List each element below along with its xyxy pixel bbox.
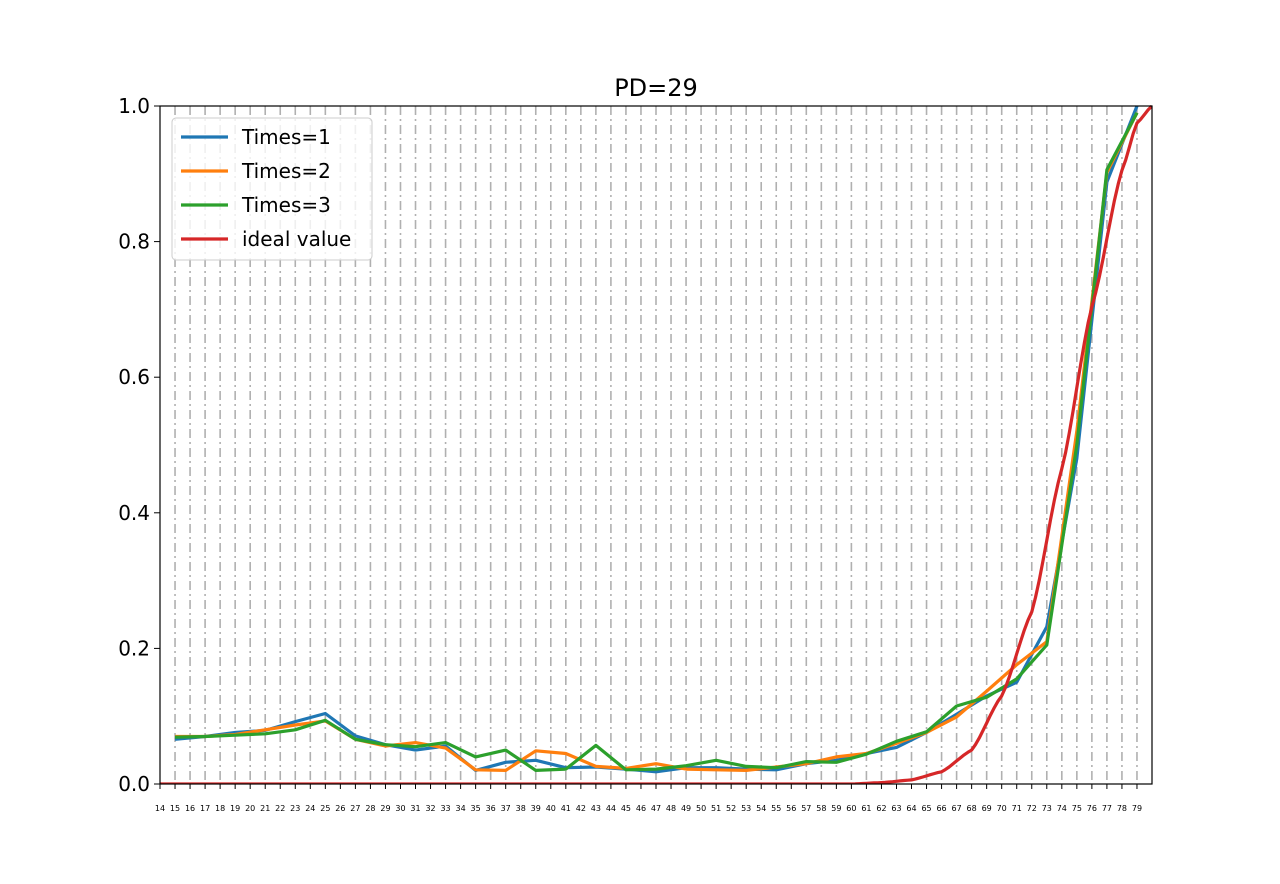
x-tick-label: 17 [200,804,210,813]
x-tick-label: 44 [606,804,616,813]
x-tick-label: 22 [275,804,285,813]
y-tick-label: 0.4 [118,501,150,525]
x-tick-label: 50 [696,804,706,813]
x-tick-label: 71 [1012,804,1022,813]
x-tick-label: 60 [846,804,856,813]
x-tick-label: 54 [756,804,766,813]
x-tick-label: 30 [395,804,405,813]
series-line-times-1 [174,105,1139,774]
x-tick-label: 69 [982,804,992,813]
x-tick-label: 33 [440,804,450,813]
x-tick-label: 41 [561,804,571,813]
x-tick-label: 59 [831,804,841,813]
x-tick-label: 55 [771,804,781,813]
x-tick-label: 49 [681,804,691,813]
x-tick-label: 79 [1132,804,1142,813]
x-tick-label: 38 [516,804,526,813]
x-tick-label: 47 [651,804,661,813]
legend-label: ideal value [242,227,351,251]
x-tick-label: 31 [410,804,420,813]
series-lines [160,105,1152,784]
x-tick-label: 23 [290,804,300,813]
x-tick-label: 40 [546,804,556,813]
y-axis: 0.0 0.2 0.4 0.6 0.8 1.0 [118,94,160,796]
x-tick-label: 51 [711,804,721,813]
y-tick-label: 0.6 [118,365,150,389]
x-tick-label: 32 [425,804,435,813]
x-tick-label: 75 [1072,804,1082,813]
x-tick-label: 64 [906,804,916,813]
x-tick-label: 27 [350,804,360,813]
series-line-ideal-value [160,105,1152,784]
x-tick-label: 20 [245,804,255,813]
y-tick-label: 0.8 [118,230,150,254]
x-tick-label: 78 [1117,804,1127,813]
legend: Times=1 Times=2 Times=3 ideal value [171,117,373,261]
x-tick-label: 66 [936,804,946,813]
x-tick-label: 72 [1027,804,1037,813]
x-tick-label: 37 [501,804,511,813]
chart-title: PD=29 [614,74,698,102]
x-tick-label: 63 [891,804,901,813]
x-tick-label: 25 [320,804,330,813]
x-tick-label: 39 [531,804,541,813]
x-tick-label: 29 [380,804,390,813]
x-tick-label: 15 [170,804,180,813]
x-tick-label: 74 [1057,804,1067,813]
y-tick-label: 0.0 [118,772,150,796]
x-tick-label: 52 [726,804,736,813]
x-tick-label: 42 [576,804,586,813]
x-tick-label: 45 [621,804,631,813]
x-tick-label: 14 [155,804,165,813]
x-tick-label: 18 [215,804,225,813]
x-axis: 14 15 16 17 18 19 20 21 22 23 24 25 26 27 28 29 30 31 32 33… [155,784,1142,813]
x-tick-label: 24 [305,804,315,813]
y-tick-label: 0.2 [118,636,150,660]
x-tick-label: 19 [230,804,240,813]
x-tick-label: 53 [741,804,751,813]
x-tick-label: 65 [921,804,931,813]
legend-box [171,117,373,261]
x-tick-label: 56 [786,804,796,813]
legend-label: Times=1 [241,125,331,149]
y-tick-label: 1.0 [118,94,150,118]
x-tick-label: 62 [876,804,886,813]
x-tick-label: 34 [456,804,466,813]
x-tick-label: 73 [1042,804,1052,813]
x-tick-label: 26 [335,804,345,813]
x-tick-label: 43 [591,804,601,813]
x-tick-label: 35 [471,804,481,813]
x-tick-label: 21 [260,804,270,813]
grid [174,106,1138,784]
x-tick-label: 58 [816,804,826,813]
x-tick-label: 28 [365,804,375,813]
x-tick-label: 70 [997,804,1007,813]
x-tick-label: 16 [185,804,195,813]
x-tick-label: 61 [861,804,871,813]
x-tick-label: 67 [952,804,962,813]
series-line-times-3 [174,112,1139,773]
x-tick-label: 57 [801,804,811,813]
x-tick-label: 48 [666,804,676,813]
x-tick-label: 76 [1087,804,1097,813]
legend-label: Times=3 [241,193,331,217]
x-tick-label: 46 [636,804,646,813]
x-tick-label: 36 [486,804,496,813]
legend-label: Times=2 [241,159,331,183]
x-tick-label: 77 [1102,804,1112,813]
x-tick-label: 68 [967,804,977,813]
